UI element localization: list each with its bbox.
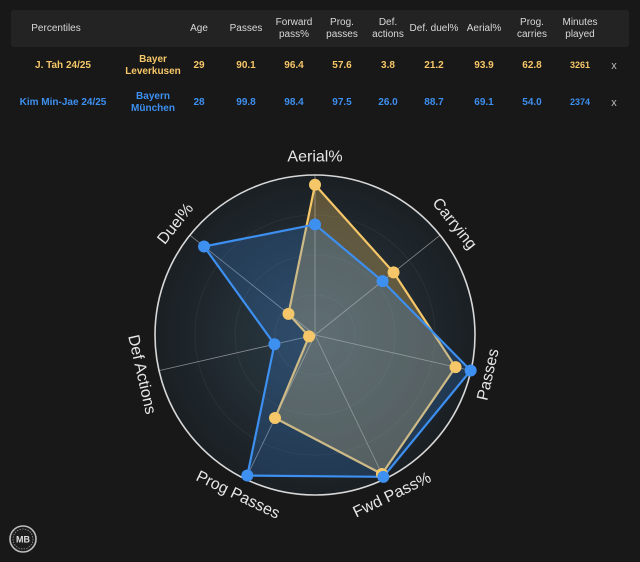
data-point-tah-aerial[interactable]: [309, 178, 321, 191]
data-point-kim-fwd-pass[interactable]: [377, 470, 390, 483]
radar-spoke: [314, 334, 472, 371]
player-name: Kim Min-Jae 24/25: [19, 96, 107, 108]
cell-minutes: 3261: [569, 60, 591, 71]
table-row: Kim Min-Jae 24/25 Bayern München 28 99.8…: [11, 84, 629, 121]
radar-spoke: [314, 234, 441, 336]
radar-spoke: [189, 234, 316, 336]
cell-age: 28: [193, 96, 205, 108]
header-prog-carries: Prog. carries: [516, 17, 547, 40]
cell-def-actions: 26.0: [378, 96, 398, 108]
remove-player-button[interactable]: x: [611, 96, 617, 109]
mb-logo-icon: MB: [9, 525, 37, 553]
table-row: J. Tah 24/25 Bayer Leverkusen 29 90.1 96…: [11, 47, 629, 84]
logo-text: MB: [16, 535, 30, 545]
remove-player-button[interactable]: x: [611, 59, 617, 72]
cell-age: 29: [193, 59, 205, 71]
data-point-kim-def-actions[interactable]: [268, 338, 281, 351]
data-point-tah-prog-passes[interactable]: [269, 412, 282, 425]
header-aerial: Aerial%: [466, 22, 502, 34]
cell-def-duel: 21.2: [424, 59, 444, 71]
cell-minutes: 2374: [569, 97, 591, 108]
data-point-tah-def-actions[interactable]: [303, 330, 316, 343]
header-def-actions: Def. actions: [372, 17, 404, 40]
table-header: Percentiles Age Passes Forward pass% Pro…: [11, 10, 629, 47]
team-name: Bayer Leverkusen: [125, 54, 181, 77]
cell-prog-passes: 57.6: [332, 59, 352, 71]
data-point-kim-passes[interactable]: [464, 364, 477, 377]
comparison-table: Percentiles Age Passes Forward pass% Pro…: [11, 10, 629, 121]
cell-prog-carries: 62.8: [522, 59, 542, 71]
player-name: J. Tah 24/25: [35, 59, 91, 71]
data-point-kim-aerial[interactable]: [309, 218, 321, 231]
cell-def-duel: 88.7: [424, 96, 444, 108]
cell-forward-pass: 98.4: [284, 96, 304, 108]
cell-prog-passes: 97.5: [332, 96, 352, 108]
team-name: Bayern München: [131, 91, 175, 114]
header-forward-pass: Forward pass%: [275, 17, 313, 40]
header-percentiles: Percentiles: [31, 22, 81, 34]
axis-label-def-actions: Def Actions: [124, 333, 159, 416]
data-point-kim-carrying[interactable]: [376, 275, 389, 288]
radar-spoke: [314, 334, 385, 480]
data-point-tah-passes[interactable]: [449, 361, 462, 374]
header-def-duel: Def. duel%: [409, 22, 459, 34]
cell-aerial: 69.1: [474, 96, 494, 108]
axis-label-aerial: Aerial%: [287, 149, 342, 166]
data-point-kim-duel[interactable]: [198, 240, 211, 253]
cell-passes: 90.1: [236, 59, 256, 71]
radar-spoke: [158, 334, 316, 371]
cell-passes: 99.8: [236, 96, 256, 108]
cell-forward-pass: 96.4: [284, 59, 304, 71]
cell-def-actions: 3.8: [381, 59, 395, 71]
cell-prog-carries: 54.0: [522, 96, 542, 108]
axis-label-passes: Passes: [474, 347, 502, 402]
cell-aerial: 93.9: [474, 59, 494, 71]
header-prog-passes: Prog. passes: [326, 17, 358, 40]
series-area-kim: [202, 223, 472, 478]
header-minutes-played: Minutes played: [562, 17, 598, 40]
data-point-kim-prog-passes[interactable]: [241, 469, 254, 482]
data-point-tah-duel[interactable]: [282, 307, 295, 320]
header-age: Age: [190, 22, 208, 34]
header-passes: Passes: [229, 22, 263, 34]
data-point-tah-carrying[interactable]: [387, 266, 400, 279]
